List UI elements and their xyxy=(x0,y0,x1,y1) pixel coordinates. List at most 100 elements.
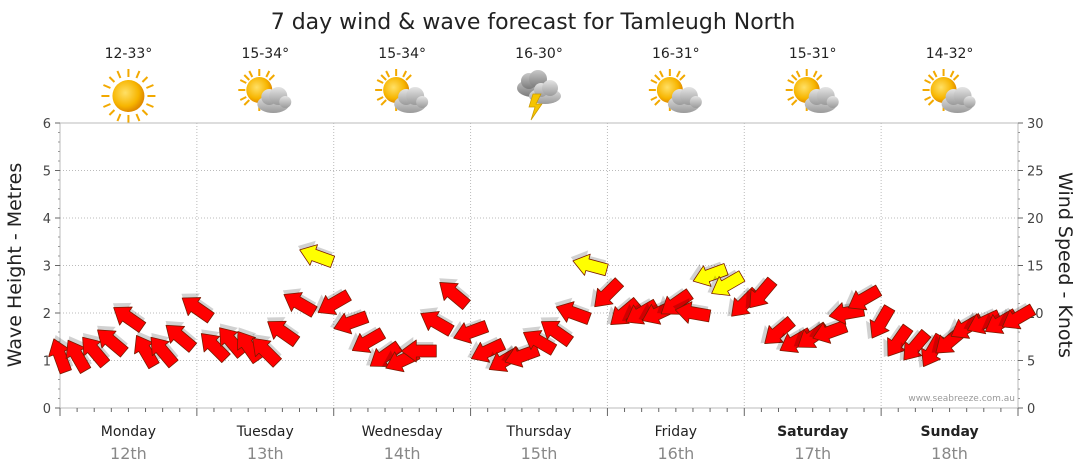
wind-arrow-shape xyxy=(439,282,471,310)
wind-arrow-shape xyxy=(165,324,198,353)
wind-arrow xyxy=(865,304,896,340)
wave-tick-label: 0 xyxy=(43,402,51,417)
wind-arrow xyxy=(366,340,403,367)
day-date-label: 15th xyxy=(521,444,558,463)
wind-arrow-shape xyxy=(400,339,437,363)
storm-icon xyxy=(516,69,562,121)
wind-arrows xyxy=(48,240,1037,375)
wind-arrow xyxy=(112,302,147,333)
wind-arrow xyxy=(439,278,471,310)
wind-arrow-shape xyxy=(692,263,729,287)
wind-arrow-shape xyxy=(113,306,147,333)
temperature-label: 14-32° xyxy=(926,46,974,62)
sun-cloud-icon xyxy=(237,68,293,114)
wind-arrow-shape xyxy=(299,244,336,268)
wind-arrow xyxy=(348,326,387,353)
temperature-label: 16-31° xyxy=(652,46,700,62)
wind-arrow-shape xyxy=(674,301,712,324)
wind-arrow-shape xyxy=(869,304,896,339)
wind-arrow-shape xyxy=(181,297,215,324)
plot-frame xyxy=(59,122,1019,409)
wave-tick-label: 3 xyxy=(43,260,51,275)
wind-arrow-shape xyxy=(420,311,455,337)
wind-arrow-shape xyxy=(200,333,231,363)
chart-title: 7 day wind & wave forecast for Tamleugh … xyxy=(271,10,796,35)
wind-arrow-shape xyxy=(594,277,625,308)
day-axis: Monday 12th Tuesday 13th Wednesday 14th Thursd… xyxy=(59,408,1019,463)
sun-cloud-icon xyxy=(647,68,703,114)
wind-arrow xyxy=(522,326,558,356)
temperature-label: 16-30° xyxy=(515,46,563,62)
wind-arrow xyxy=(82,332,111,369)
day-name-label: Tuesday xyxy=(236,424,294,440)
wind-arrow xyxy=(398,337,437,363)
wind-arrow xyxy=(844,284,883,311)
wind-arrow xyxy=(554,297,592,325)
wind-tick-label: 0 xyxy=(1027,402,1035,417)
wind-arrow xyxy=(467,336,507,363)
wind-arrow-shape xyxy=(523,330,558,356)
day-name-label: Sunday xyxy=(920,424,978,440)
wind-speed-axis: 051015202530 xyxy=(1018,117,1044,417)
temperature-label: 15-34° xyxy=(241,46,289,62)
wind-arrow-shape xyxy=(711,270,746,296)
wind-arrow-shape xyxy=(150,336,179,369)
temperature-label: 15-31° xyxy=(789,46,837,62)
wind-arrow xyxy=(540,317,574,348)
wind-arrow-shape xyxy=(252,337,282,368)
wind-arrow xyxy=(282,288,318,318)
wind-arrow xyxy=(314,288,352,315)
wind-arrow-shape xyxy=(48,338,72,375)
day-name-label: Saturday xyxy=(777,424,848,440)
wind-arrow xyxy=(252,334,282,368)
weather-icons xyxy=(100,68,977,124)
wave-height-axis: 0 1 2 3 4 5 6 xyxy=(43,117,60,417)
day-date-label: 14th xyxy=(384,444,421,463)
wind-arrow xyxy=(419,307,455,337)
day-date-label: 16th xyxy=(657,444,694,463)
wind-arrow-shape xyxy=(749,276,778,309)
wind-arrow xyxy=(330,309,370,335)
wind-arrow-shape xyxy=(887,323,914,357)
wind-arrow-shape xyxy=(65,339,92,374)
day-name-label: Thursday xyxy=(505,424,571,440)
wave-tick-label: 4 xyxy=(43,212,51,227)
day-date-label: 18th xyxy=(931,444,968,463)
wind-arrow xyxy=(150,332,179,369)
wind-arrow-shape xyxy=(848,284,883,311)
sun-cloud-icon xyxy=(921,68,977,114)
wind-arrow-shape xyxy=(267,320,301,348)
sun-cloud-icon xyxy=(784,68,840,114)
wind-arrow xyxy=(707,269,746,296)
wind-arrow xyxy=(297,240,336,268)
wind-arrow-shape xyxy=(764,316,796,344)
wind-arrow xyxy=(65,336,92,374)
wind-arrow xyxy=(449,318,490,344)
wind-tick-label: 5 xyxy=(1027,355,1035,370)
wind-arrow xyxy=(590,277,625,308)
wind-arrow xyxy=(760,316,796,344)
wind-arrow-shape xyxy=(317,289,352,315)
sun-icon xyxy=(100,68,157,124)
wind-arrow xyxy=(899,329,932,361)
wind-arrow-shape xyxy=(134,335,160,370)
wind-arrow xyxy=(165,321,198,353)
wave-tick-label: 6 xyxy=(43,117,51,132)
grid-lines xyxy=(60,122,1018,409)
wind-arrow-shape xyxy=(903,329,932,361)
wind-arrow xyxy=(745,276,778,309)
day-date-label: 17th xyxy=(794,444,831,463)
day-name-label: Wednesday xyxy=(362,424,443,440)
temperature-label: 15-34° xyxy=(378,46,426,62)
wind-tick-label: 20 xyxy=(1027,212,1044,227)
wind-arrow xyxy=(200,329,231,363)
wind-arrow-shape xyxy=(82,336,111,369)
day-date-label: 13th xyxy=(247,444,284,463)
wind-tick-label: 15 xyxy=(1027,260,1044,275)
wind-arrow xyxy=(689,261,729,287)
wind-arrow-shape xyxy=(572,253,609,277)
wind-arrow xyxy=(998,303,1037,330)
wind-arrow-shape xyxy=(351,327,387,353)
day-name-label: Friday xyxy=(655,424,697,440)
